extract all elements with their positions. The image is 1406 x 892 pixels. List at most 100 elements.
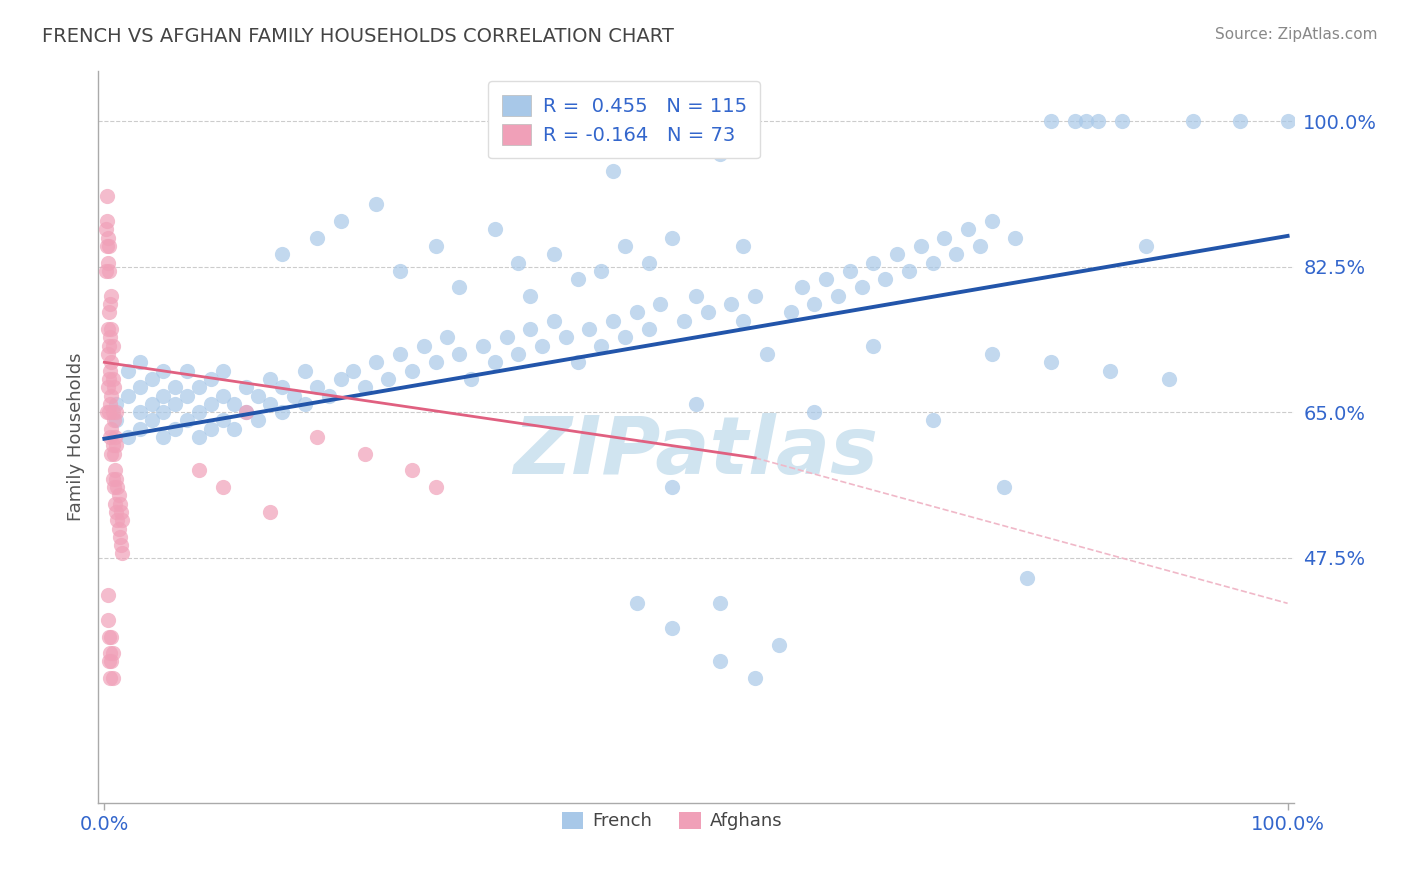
Point	[98, 363, 121, 377]
Point	[110, 538, 132, 552]
Point	[98, 305, 121, 319]
Point	[152, 405, 174, 419]
Point	[200, 422, 222, 436]
Point	[330, 214, 353, 228]
Point	[815, 272, 838, 286]
Point	[97, 255, 120, 269]
Point	[602, 164, 624, 178]
Point	[105, 397, 128, 411]
Point	[1159, 372, 1181, 386]
Point	[97, 588, 120, 602]
Point	[637, 322, 659, 336]
Point	[176, 388, 198, 402]
Point	[165, 397, 187, 411]
Point	[1111, 114, 1133, 128]
Point	[103, 447, 125, 461]
Point	[111, 546, 134, 560]
Point	[105, 413, 128, 427]
Point	[105, 513, 128, 527]
Point	[105, 505, 128, 519]
Point	[98, 397, 121, 411]
Point	[98, 239, 121, 253]
Point	[779, 305, 801, 319]
Point	[110, 505, 132, 519]
Point	[108, 497, 131, 511]
Point	[152, 363, 174, 377]
Point	[165, 380, 187, 394]
Point	[709, 655, 731, 669]
Point	[97, 380, 120, 394]
Point	[614, 330, 637, 344]
Point	[862, 338, 884, 352]
Point	[330, 372, 353, 386]
Point	[224, 397, 246, 411]
Point	[733, 314, 755, 328]
Point	[97, 613, 120, 627]
Point	[934, 230, 956, 244]
Point	[270, 247, 292, 261]
Point	[838, 264, 860, 278]
Point	[247, 413, 270, 427]
Point	[709, 596, 731, 610]
Point	[128, 405, 150, 419]
Point	[211, 480, 233, 494]
Point	[100, 388, 122, 402]
Point	[709, 147, 731, 161]
Point	[910, 239, 932, 253]
Point	[101, 372, 124, 386]
Point	[449, 280, 471, 294]
Point	[508, 255, 530, 269]
Point	[720, 297, 742, 311]
Point	[105, 438, 128, 452]
Point	[1017, 571, 1039, 585]
Point	[1076, 114, 1098, 128]
Point	[235, 380, 257, 394]
Point	[96, 214, 118, 228]
Text: FRENCH VS AFGHAN FAMILY HOUSEHOLDS CORRELATION CHART: FRENCH VS AFGHAN FAMILY HOUSEHOLDS CORRE…	[42, 27, 673, 45]
Point	[101, 438, 124, 452]
Point	[827, 289, 849, 303]
Point	[637, 255, 659, 269]
Point	[98, 330, 121, 344]
Point	[578, 322, 600, 336]
Point	[945, 247, 967, 261]
Point	[176, 413, 198, 427]
Point	[602, 314, 624, 328]
Point	[401, 363, 423, 377]
Point	[98, 671, 121, 685]
Point	[100, 322, 122, 336]
Y-axis label: Family Households: Family Households	[66, 353, 84, 521]
Point	[98, 297, 121, 311]
Point	[96, 405, 118, 419]
Point	[425, 239, 447, 253]
Point	[96, 189, 118, 203]
Point	[921, 413, 943, 427]
Point	[188, 430, 211, 444]
Point	[97, 230, 120, 244]
Point	[235, 405, 257, 419]
Point	[128, 380, 150, 394]
Point	[152, 388, 174, 402]
Point	[111, 513, 134, 527]
Point	[100, 655, 122, 669]
Point	[103, 413, 125, 427]
Point	[673, 314, 696, 328]
Point	[377, 372, 399, 386]
Point	[744, 671, 766, 685]
Point	[141, 397, 163, 411]
Legend: French, Afghans: French, Afghans	[554, 805, 790, 838]
Point	[425, 480, 447, 494]
Point	[98, 655, 121, 669]
Point	[1039, 355, 1062, 369]
Point	[117, 430, 139, 444]
Point	[993, 480, 1015, 494]
Point	[141, 372, 163, 386]
Point	[94, 264, 117, 278]
Point	[1063, 114, 1085, 128]
Point	[98, 646, 121, 660]
Point	[117, 363, 139, 377]
Point	[104, 463, 127, 477]
Point	[685, 289, 707, 303]
Point	[1277, 114, 1299, 128]
Point	[107, 488, 129, 502]
